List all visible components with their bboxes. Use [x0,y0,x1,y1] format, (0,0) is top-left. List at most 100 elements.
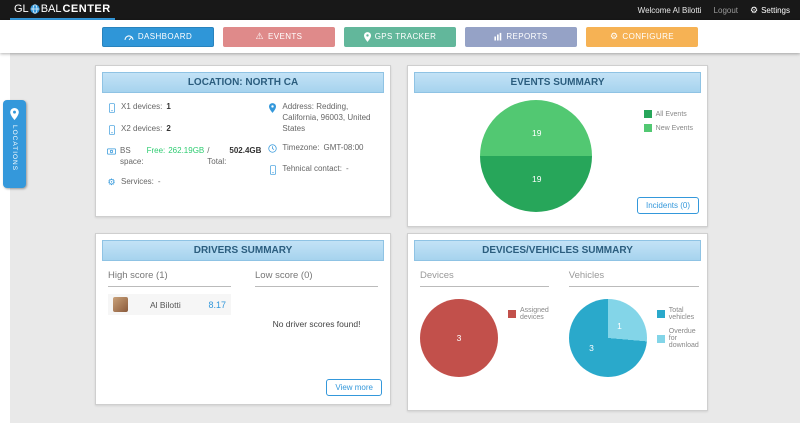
high-score-column: High score (1) Al Bilotti 8.17 [108,270,231,329]
nav-reports-label: REPORTS [506,32,548,41]
legend-label: New Events [655,124,693,132]
events-pie-chart[interactable]: 19 19 [480,100,592,212]
logout-link[interactable]: Logout [713,5,739,15]
nav-events-label: EVENTS [268,32,303,41]
legend-label: All Events [655,110,687,118]
devices-column: Devices 3 Assigned devices [420,270,549,377]
wrench-icon: ⚙ [609,31,619,41]
driver-avatar [113,297,128,312]
bs-free-label: Free: [146,146,166,155]
bs-free-value: 262.19GB [168,146,205,155]
services-value: - [157,176,161,186]
low-score-column: Low score (0) No driver scores found! [255,270,378,329]
vehicles-legend: Total vehicles Overdue for download [656,307,699,377]
devices-legend: Assigned devices [508,307,549,377]
top-bar: GL BAL CENTER Welcome Al Bilotti Logout … [0,0,800,20]
legend-item-assigned-devices: Assigned devices [508,307,549,321]
technical-contact-row: Tehnical contact: - [267,164,380,177]
events-summary-panel: EVENTS SUMMARY 19 19 All Events New Even… [407,65,708,227]
devices-vehicles-panel: DEVICES/VEHICLES SUMMARY Devices 3 Assig… [407,233,708,411]
legend-swatch [643,124,652,132]
address-text: Address: Redding, California, 96003, Uni… [282,102,380,134]
devices-vehicles-body: Devices 3 Assigned devices [408,266,707,377]
legend-swatch [656,310,665,318]
low-score-header: Low score (0) [255,270,378,287]
location-left-column: X1 devices: 1 X2 devices: 2 [106,102,261,187]
bs-total-label: / Total: [207,146,227,166]
warning-icon: ⚠ [255,31,265,41]
timezone-value: GMT-08:00 [323,143,364,153]
timezone-row: Timezone: GMT-08:00 [267,143,380,155]
topbar-right: Welcome Al Bilotti Logout ⚙ Settings [638,5,790,16]
technical-contact-label: Tehnical contact: [282,164,342,174]
logo-text-gl: GL [14,3,29,15]
mobile-device-icon [106,124,117,137]
x2-devices-label: X2 devices: [121,124,163,133]
driver-row[interactable]: Al Bilotti 8.17 [108,294,231,315]
services-gear-icon: ⚙ [107,176,116,187]
vehicles-header: Vehicles [568,270,699,287]
no-driver-scores-text: No driver scores found! [272,319,361,329]
driver-name: Al Bilotti [150,299,181,310]
legend-swatch [643,110,652,118]
bar-chart-icon [494,32,502,41]
nav-gps-tracker-label: GPS TRACKER [374,32,437,41]
app-logo: GL BAL CENTER [10,0,115,20]
devices-chart-row: 3 Assigned devices [420,287,549,377]
events-pie-bottom-value: 19 [532,174,542,184]
address-row: Address: Redding, California, 96003, Uni… [267,102,380,134]
disk-icon [106,146,117,158]
vehicles-overdue-pie-value: 1 [617,320,622,331]
devices-pie-chart[interactable]: 3 [420,299,498,377]
logo-text-center: CENTER [62,3,111,15]
technical-contact-value: - [346,164,349,174]
driver-score: 8.17 [208,299,226,310]
locations-side-tab[interactable]: LOCATIONS [3,100,26,188]
nav-configure-button[interactable]: ⚙ CONFIGURE [586,26,698,47]
vehicles-column: Vehicles 3 1 Total vehicles [568,270,699,377]
legend-item-all-events: All Events [643,110,693,118]
bs-total-value: 502.4GB [229,146,262,155]
location-panel: LOCATION: NORTH CA X1 devices: 1 [95,65,391,217]
gauge-icon [124,33,134,41]
events-legend: All Events New Events [643,110,693,132]
bs-space-label: BS space: [120,146,144,166]
events-panel-title: EVENTS SUMMARY [414,72,701,93]
nav-reports-button[interactable]: REPORTS [465,26,577,47]
address-pin-icon [267,102,278,115]
high-score-header: High score (1) [108,270,231,287]
location-panel-title: LOCATION: NORTH CA [102,72,384,93]
services-row: ⚙ Services: - [106,177,261,188]
nav-gps-tracker-button[interactable]: GPS TRACKER [344,26,456,47]
legend-swatch [656,334,665,343]
devices-vehicles-title: DEVICES/VEHICLES SUMMARY [414,240,701,261]
legend-label: Total vehicles [668,307,695,321]
clock-icon [267,143,278,155]
legend-label: Assigned devices [520,307,549,321]
legend-label: Overdue for download [668,328,699,349]
bs-space-row: BS space: Free: 262.19GB / Total: 502.4G… [106,146,261,168]
view-more-button[interactable]: View more [326,379,382,396]
timezone-label: Timezone: [282,143,320,153]
welcome-text: Welcome Al Bilotti [637,5,702,15]
drivers-panel-title: DRIVERS SUMMARY [102,240,384,261]
location-panel-body: X1 devices: 1 X2 devices: 2 [96,98,390,187]
legend-item-new-events: New Events [643,124,693,132]
main-nav: DASHBOARD ⚠ EVENTS GPS TRACKER REPORTS ⚙… [0,20,800,53]
left-rail [0,53,10,423]
x1-devices-value: 1 [166,102,171,111]
legend-swatch [508,310,516,318]
legend-item-overdue-download: Overdue for download [656,328,699,349]
events-panel-body: 19 19 All Events New Events Incidents (0… [408,98,707,222]
x1-devices-row: X1 devices: 1 [106,102,261,115]
nav-dashboard-button[interactable]: DASHBOARD [102,26,214,47]
phone-icon [267,164,278,177]
vehicles-chart-row: 3 1 Total vehicles Overdue for download [568,287,699,377]
vehicles-pie-chart[interactable]: 3 1 [568,299,647,377]
incidents-button[interactable]: Incidents (0) [636,197,699,214]
nav-configure-label: CONFIGURE [622,32,675,41]
settings-icon: ⚙ [750,4,759,15]
vehicles-total-pie-value: 3 [589,342,594,353]
settings-link[interactable]: ⚙ Settings [750,5,790,16]
nav-events-button[interactable]: ⚠ EVENTS [223,26,335,47]
